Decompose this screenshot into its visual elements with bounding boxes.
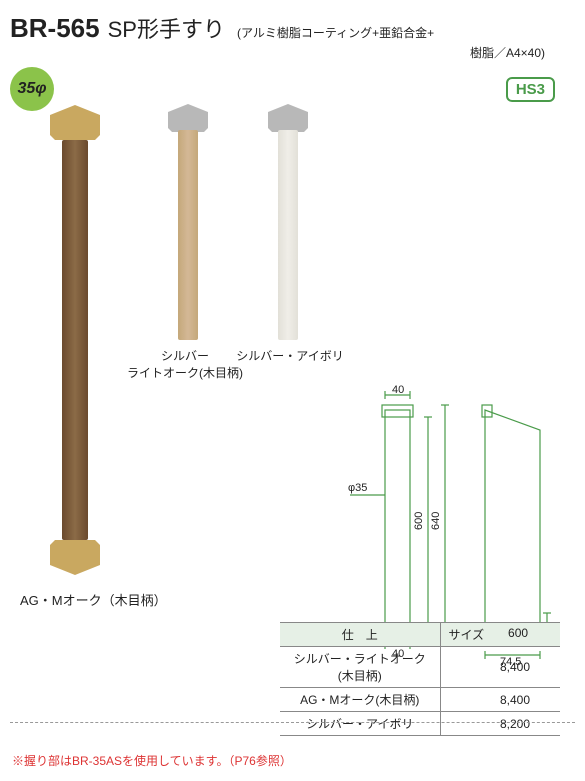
product-name: SP形手すり xyxy=(108,12,225,44)
table-row: シルバー・アイボリ8,200 xyxy=(280,712,560,736)
table-head-finish: 仕 上 xyxy=(280,623,440,647)
svg-text:600: 600 xyxy=(413,512,425,530)
sub-rail-2-label: シルバー・アイボリ xyxy=(225,348,355,365)
svg-text:640: 640 xyxy=(430,512,442,530)
separator-line xyxy=(10,722,575,723)
svg-text:φ35: φ35 xyxy=(348,482,367,494)
table-head-size: サイズ 600 xyxy=(440,623,560,647)
main-rail-label: AG・Mオーク（木目柄） xyxy=(20,590,167,609)
sub-rail-2-image xyxy=(250,100,325,340)
sub-rail-1-image xyxy=(150,100,225,340)
svg-text:40: 40 xyxy=(392,385,404,396)
table-row: AG・Mオーク(木目柄)8,400 xyxy=(280,688,560,712)
material-spec-2: 樹脂／A4×40) xyxy=(10,44,575,61)
product-code: BR-565 xyxy=(10,13,100,44)
main-rail-image xyxy=(40,100,110,580)
material-spec-1: (アルミ樹脂コーティング+亜鉛合金+ xyxy=(237,24,434,41)
products-area: AG・Mオーク（木目柄） シルバーライトオーク(木目柄) シルバー・アイボリ xyxy=(0,100,585,630)
footnote: ※握り部はBR-35ASを使用しています。（P76参照） xyxy=(12,752,292,769)
table-row: シルバー・ライトオーク(木目柄)8,400 xyxy=(280,647,560,688)
hs-badge: HS3 xyxy=(506,77,555,102)
spec-table: 仕 上 サイズ 600 シルバー・ライトオーク(木目柄)8,400AG・Mオーク… xyxy=(280,622,560,736)
